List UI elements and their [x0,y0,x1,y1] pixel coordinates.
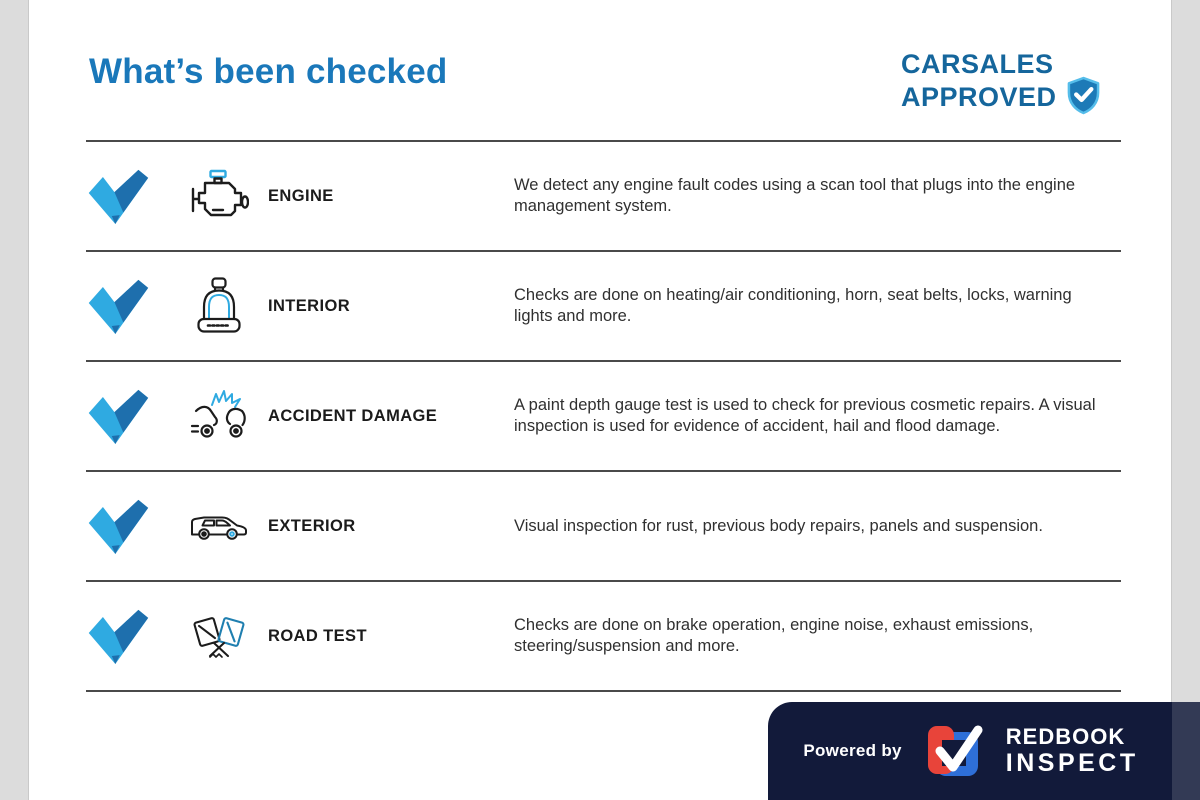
collision-icon [178,389,260,443]
carsales-approved-badge: CARSALES APPROVED [901,50,1101,115]
car-side-icon [178,511,260,541]
header: What’s been checked CARSALES APPROVED [29,0,1171,140]
redbook-label: REDBOOK [1005,724,1126,749]
inspect-label: INSPECT [1005,749,1139,777]
redbook-inspect-logo [926,722,983,780]
approved-shield-icon [1066,76,1101,115]
checklist-row-road-test: ROAD TEST Checks are done on brake opera… [86,580,1121,690]
engine-icon [178,169,260,223]
brand-line2: APPROVED [901,81,1057,112]
checklist-row-exterior: EXTERIOR Visual inspection for rust, pre… [86,470,1121,580]
row-description: Checks are done on brake operation, engi… [514,616,1034,655]
powered-by-panel: Powered by REDBOOK INSPECT [768,702,1200,800]
checklist-row-interior: INTERIOR Checks are done on heating/air … [86,250,1121,360]
row-description: We detect any engine fault codes using a… [514,176,1076,215]
checklist-row-accident-damage: ACCIDENT DAMAGE A paint depth gauge test… [86,360,1121,470]
redbook-inspect-wordmark: REDBOOK INSPECT [1006,726,1139,776]
checklist-row-engine: ENGINE We detect any engine fault codes … [86,140,1121,250]
page-title: What’s been checked [89,52,448,91]
content-card: What’s been checked CARSALES APPROVED [28,0,1172,800]
blue-check-icon [86,499,178,554]
row-label: ROAD TEST [268,626,367,645]
blue-check-icon [86,389,178,444]
blue-check-icon [86,609,178,664]
blue-check-icon [86,169,178,224]
row-label: EXTERIOR [268,516,356,535]
row-label: INTERIOR [268,296,351,315]
blue-check-icon [86,279,178,334]
seat-icon [178,277,260,335]
crossed-flags-icon [178,610,260,662]
powered-by-label: Powered by [803,741,902,760]
row-description: A paint depth gauge test is used to chec… [514,396,1096,435]
row-label: ENGINE [268,186,334,205]
row-description: Checks are done on heating/air condition… [514,286,1072,325]
checklist: ENGINE We detect any engine fault codes … [86,140,1121,692]
row-description: Visual inspection for rust, previous bod… [514,516,1043,535]
row-label: ACCIDENT DAMAGE [268,406,438,425]
brand-line1: CARSALES [901,49,1054,79]
